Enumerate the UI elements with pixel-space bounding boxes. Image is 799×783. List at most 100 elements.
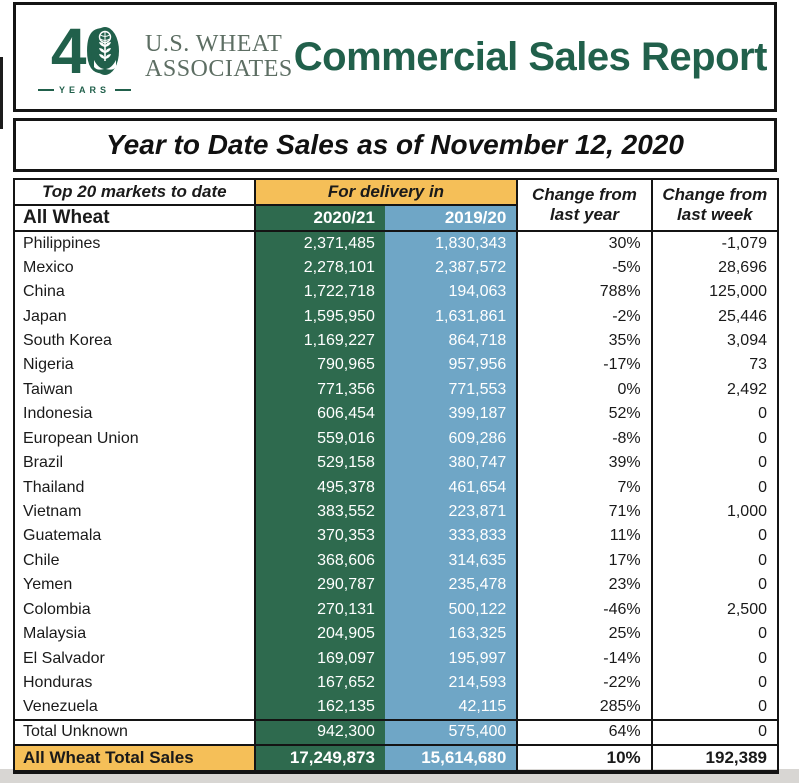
sales-current-cell: 529,158 bbox=[253, 450, 385, 476]
sales-current-cell: 368,606 bbox=[253, 548, 385, 574]
market-name-cell: El Salvador bbox=[23, 649, 105, 667]
market-name-cell: Guatemala bbox=[23, 527, 102, 545]
sales-current-cell: 1,722,718 bbox=[253, 279, 385, 305]
change-year-cell: 11% bbox=[516, 524, 652, 549]
market-name-cell: Indonesia bbox=[23, 405, 93, 423]
sales-prior-cell: 2,387,572 bbox=[384, 255, 518, 280]
change-year-cell: -2% bbox=[516, 304, 652, 329]
change-year-cell: -8% bbox=[516, 426, 652, 451]
sales-prior-cell: 194,063 bbox=[384, 279, 518, 305]
header-change-last-year: Change from last year bbox=[516, 179, 652, 232]
market-name-cell: Venezuela bbox=[23, 698, 98, 716]
table-row: Mexico 2,278,101 2,387,572 -5% 28,696 bbox=[14, 255, 778, 280]
logo-years-text: YEARS bbox=[59, 85, 111, 95]
change-year-cell: 30% bbox=[516, 231, 652, 256]
table-row: Thailand 495,378 461,654 7% 0 bbox=[14, 475, 778, 500]
change-year-cell: 71% bbox=[516, 499, 652, 525]
total-unknown-row: Total Unknown 942,300 575,400 64% 0 bbox=[14, 718, 778, 745]
sales-prior-cell: 235,478 bbox=[384, 573, 518, 598]
table-row: Japan 1,595,950 1,631,861 -2% 25,446 bbox=[14, 304, 778, 329]
change-year-cell: -14% bbox=[516, 646, 652, 671]
sales-current-cell: 383,552 bbox=[253, 499, 385, 525]
sales-prior-cell: 214,593 bbox=[384, 670, 518, 696]
table-row: China 1,722,718 194,063 788% 125,000 bbox=[14, 279, 778, 305]
sales-prior-cell: 609,286 bbox=[384, 426, 518, 451]
table-row: South Korea 1,169,227 864,718 35% 3,094 bbox=[14, 328, 778, 354]
sales-current-cell: 1,169,227 bbox=[253, 328, 385, 354]
table-row: Indonesia 606,454 399,187 52% 0 bbox=[14, 402, 778, 427]
market-name-cell: European Union bbox=[23, 429, 139, 447]
sales-table-container: Top 20 markets to date For delivery in C… bbox=[13, 178, 779, 774]
change-year-cell: 788% bbox=[516, 279, 652, 305]
change-week-cell: 3,094 bbox=[650, 328, 778, 354]
sales-current-cell: 1,595,950 bbox=[253, 304, 385, 329]
table-row: Vietnam 383,552 223,871 71% 1,000 bbox=[14, 499, 778, 525]
logo-org-line1: U.S. WHEAT bbox=[145, 30, 283, 57]
sales-prior-cell: 771,553 bbox=[384, 377, 518, 403]
market-name-cell: Yemen bbox=[23, 576, 73, 594]
market-name-cell: Colombia bbox=[23, 600, 91, 618]
subtitle-box: Year to Date Sales as of November 12, 20… bbox=[13, 118, 777, 172]
page-title: Commercial Sales Report bbox=[293, 34, 768, 79]
sales-prior-cell: 957,956 bbox=[384, 353, 518, 378]
change-year-cell: 39% bbox=[516, 450, 652, 476]
uswheat-logo: 40 YEARS U.S. WHEAT bbox=[38, 19, 293, 95]
table-header-row-1: Top 20 markets to date For delivery in C… bbox=[14, 179, 778, 232]
table-row: Yemen 290,787 235,478 23% 0 bbox=[14, 573, 778, 598]
sales-current-cell: 790,965 bbox=[253, 353, 385, 378]
change-week-cell: 125,000 bbox=[650, 279, 778, 305]
change-week-cell: 25,446 bbox=[650, 304, 778, 329]
sales-prior-cell: 314,635 bbox=[384, 548, 518, 574]
sales-current-cell: 2,371,485 bbox=[253, 231, 385, 256]
change-year-cell: 0% bbox=[516, 377, 652, 403]
sales-current-cell: 204,905 bbox=[253, 622, 385, 647]
change-week-cell: 0 bbox=[650, 426, 778, 451]
header-all-wheat: All Wheat bbox=[14, 205, 255, 232]
market-name-cell: Taiwan bbox=[23, 380, 73, 398]
logo-years-row: YEARS bbox=[38, 85, 132, 95]
sales-prior-cell: 1,631,861 bbox=[384, 304, 518, 329]
sales-current-cell: 162,135 bbox=[253, 695, 385, 720]
change-week-cell: 1,000 bbox=[650, 499, 778, 525]
change-year-cell: 23% bbox=[516, 573, 652, 598]
sales-prior-cell: 195,997 bbox=[384, 646, 518, 671]
change-year-cell: 52% bbox=[516, 402, 652, 427]
change-week-cell: 0 bbox=[650, 573, 778, 598]
sales-prior-cell: 864,718 bbox=[384, 328, 518, 354]
change-week-cell: 0 bbox=[650, 670, 778, 696]
table-row: Brazil 529,158 380,747 39% 0 bbox=[14, 450, 778, 476]
sales-prior-cell: 380,747 bbox=[384, 450, 518, 476]
change-week-cell: 0 bbox=[650, 450, 778, 476]
report-date-subtitle: Year to Date Sales as of November 12, 20… bbox=[106, 129, 684, 160]
change-year-cell: 285% bbox=[516, 695, 652, 720]
table-row: Guatemala 370,353 333,833 11% 0 bbox=[14, 524, 778, 549]
change-year-cell: -17% bbox=[516, 353, 652, 378]
table-body: Philippines 2,371,485 1,830,343 30% -1,0… bbox=[14, 231, 778, 720]
sales-prior-cell: 461,654 bbox=[384, 475, 518, 500]
sales-current-cell: 290,787 bbox=[253, 573, 385, 598]
sales-current-cell: 2,278,101 bbox=[253, 255, 385, 280]
change-week-cell: 0 bbox=[650, 646, 778, 671]
grand-total-label-cell: All Wheat Total Sales bbox=[14, 743, 255, 772]
header-for-delivery-in: For delivery in bbox=[253, 179, 518, 206]
sales-current-cell: 559,016 bbox=[253, 426, 385, 451]
change-week-cell: 0 bbox=[650, 718, 778, 745]
change-week-cell: 2,500 bbox=[650, 597, 778, 622]
wheat-in-zero-icon bbox=[90, 27, 119, 75]
sales-current-cell: 270,131 bbox=[253, 597, 385, 622]
table-row: European Union 559,016 609,286 -8% 0 bbox=[14, 426, 778, 451]
sales-prior-cell: 223,871 bbox=[384, 499, 518, 525]
table-row: Nigeria 790,965 957,956 -17% 73 bbox=[14, 353, 778, 378]
change-week-cell: 0 bbox=[650, 475, 778, 500]
market-name-cell: Honduras bbox=[23, 674, 93, 692]
sales-current-cell: 606,454 bbox=[253, 402, 385, 427]
sales-current-cell: 370,353 bbox=[253, 524, 385, 549]
sales-prior-cell: 42,115 bbox=[384, 695, 518, 720]
sales-current-cell: 17,249,873 bbox=[253, 743, 385, 772]
header-change-last-week: Change from last week bbox=[650, 179, 778, 232]
market-name-cell: Nigeria bbox=[23, 356, 74, 374]
sales-prior-cell: 15,614,680 bbox=[384, 743, 518, 772]
sales-table: Top 20 markets to date For delivery in C… bbox=[13, 178, 779, 774]
sales-current-cell: 771,356 bbox=[253, 377, 385, 403]
change-week-cell: 192,389 bbox=[650, 743, 778, 772]
